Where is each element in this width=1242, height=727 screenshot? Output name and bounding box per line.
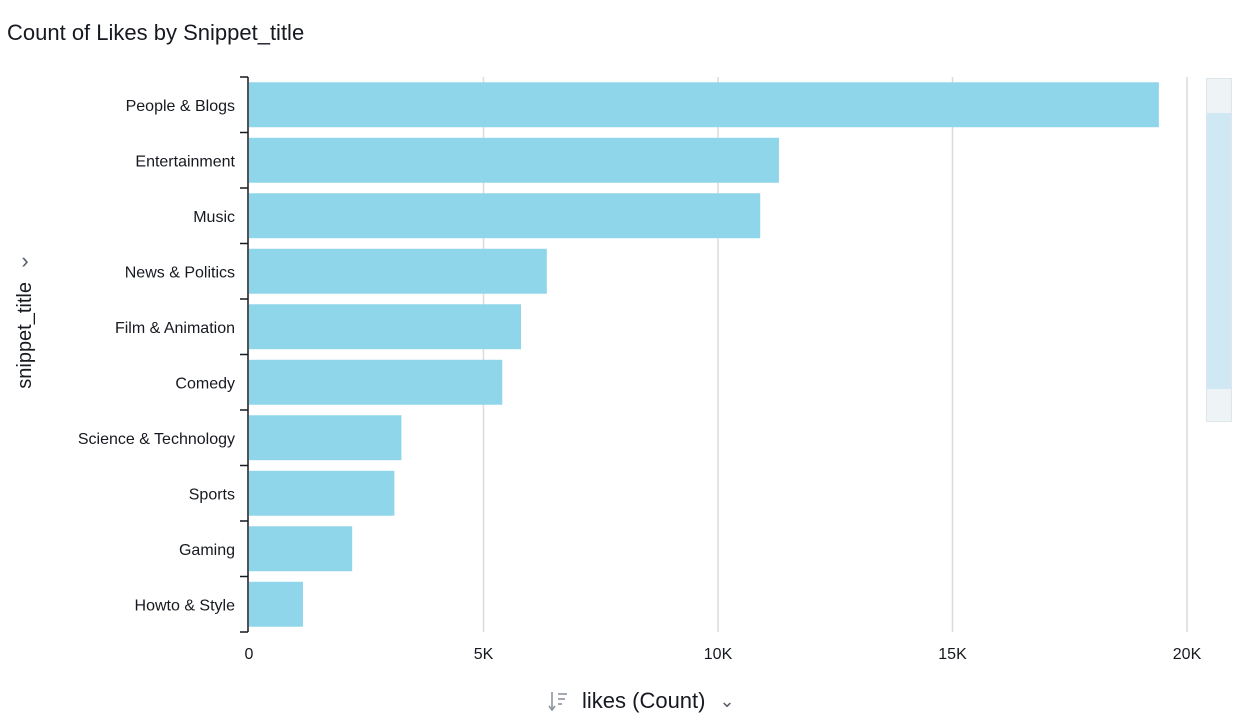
category-label: Howto & Style [135,597,236,614]
category-label: Film & Animation [115,320,235,337]
chart-title: Count of Likes by Snippet_title [7,20,305,45]
bar[interactable] [249,359,503,405]
category-label: Science & Technology [78,431,235,448]
bar[interactable] [249,415,402,461]
bar[interactable] [249,193,761,239]
category-label: Gaming [179,542,235,559]
bar[interactable] [249,470,395,516]
chevron-right-icon[interactable]: › [21,248,29,273]
category-label: Music [193,209,235,226]
x-tick-label: 10K [704,646,733,663]
sort-icon[interactable] [548,690,568,712]
bar[interactable] [249,526,353,572]
x-tick-label: 20K [1173,646,1202,663]
category-label: News & Politics [125,264,235,281]
scrollbar-thumb[interactable] [1207,113,1231,389]
x-tick-label: 0 [245,646,254,663]
x-tick-label: 15K [938,646,967,663]
bar[interactable] [249,304,522,350]
chart-scrollbar[interactable] [1206,78,1232,422]
bar[interactable] [249,137,779,183]
category-label: People & Blogs [126,98,235,115]
x-axis-field-well[interactable]: likes (Count) ⌄ [548,688,735,714]
chevron-down-icon[interactable]: ⌄ [719,690,735,711]
y-axis-field-well[interactable]: › snippet_title [10,250,40,460]
category-label: Sports [189,486,235,503]
x-tick-label: 5K [474,646,494,663]
bar[interactable] [249,82,1159,128]
bar[interactable] [249,248,547,294]
x-axis-title: likes (Count) [582,688,706,713]
category-label: Entertainment [135,153,235,170]
bar[interactable] [249,581,303,627]
category-label: Comedy [175,375,235,392]
